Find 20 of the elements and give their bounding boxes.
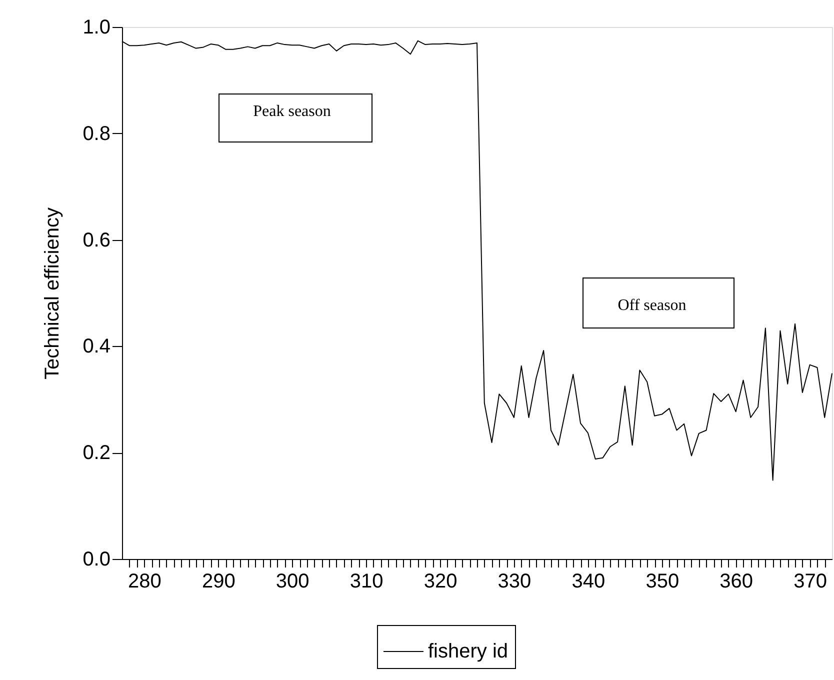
y-tick-label: 0.6	[82, 229, 110, 252]
x-tick-label: 360	[720, 570, 754, 592]
annotation: Off season	[618, 297, 686, 314]
y-tick-label: 0.0	[82, 548, 110, 570]
x-tick-label: 290	[202, 570, 236, 592]
x-tick-label: 340	[572, 570, 606, 592]
y-axis-title: Technical efficiency	[42, 208, 64, 380]
x-tick-label: 300	[276, 570, 310, 592]
x-tick-label: 320	[424, 570, 458, 592]
legend-label: fishery id	[428, 640, 508, 662]
y-tick-label: 0.4	[82, 336, 110, 358]
annotation: Peak season	[253, 103, 331, 120]
x-tick-label: 280	[128, 570, 162, 592]
y-tick-label: 1.0	[82, 16, 110, 38]
y-tick-label: 0.2	[82, 442, 110, 464]
y-tick-label: 0.8	[82, 122, 110, 145]
x-tick-label: 350	[646, 570, 680, 592]
x-tick-label: 370	[794, 570, 827, 592]
x-tick-label: 310	[350, 570, 384, 592]
x-tick-label: 330	[498, 570, 532, 592]
